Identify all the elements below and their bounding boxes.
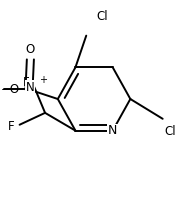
Text: −O: −O: [1, 83, 20, 96]
Text: F: F: [22, 76, 29, 89]
Text: Cl: Cl: [165, 125, 176, 138]
Text: F: F: [7, 120, 14, 133]
Text: N: N: [108, 124, 117, 137]
Text: +: +: [39, 75, 47, 85]
Text: Cl: Cl: [96, 10, 108, 23]
Text: O: O: [26, 43, 35, 56]
Text: N: N: [26, 81, 35, 94]
